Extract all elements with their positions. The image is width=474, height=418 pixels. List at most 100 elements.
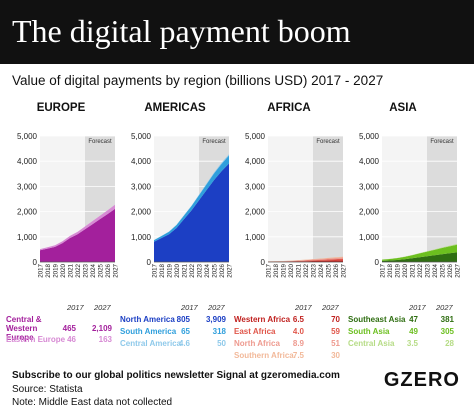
x-tick-label: 2022 [189, 263, 196, 277]
source-line: Source: Statista [12, 384, 83, 395]
region-title: EUROPE [36, 102, 86, 114]
legend-value-2017: 6.5 [292, 315, 304, 324]
x-tick-label: 2017 [152, 263, 159, 277]
legend-series-name: South Asia [348, 327, 390, 336]
y-tick-label: 2,000 [17, 208, 38, 217]
legend-row: Central & Western Europe 465 2,109 [6, 315, 116, 342]
legend-series-name: East Africa [234, 327, 276, 336]
legend-series-name: Southeast Asia [348, 315, 406, 324]
x-tick-label: 2024 [204, 263, 211, 277]
legend-series-name: Southern Africa [234, 351, 294, 360]
legend-value-2017: 47 [409, 315, 418, 324]
y-tick-label: 4,000 [245, 157, 266, 166]
legend-series-name: North America [120, 315, 175, 324]
legend-row: South Asia 49 305 [348, 327, 458, 339]
forecast-band [427, 136, 457, 262]
y-tick-label: 4,000 [131, 157, 152, 166]
x-tick-label: 2023 [425, 263, 432, 277]
forecast-label: Forecast [202, 139, 226, 145]
y-tick-label: 5,000 [17, 132, 38, 141]
area-series [154, 155, 229, 242]
y-tick-label: 2,000 [245, 208, 266, 217]
x-tick-label: 2026 [219, 263, 226, 277]
legend-value-2017: 3.5 [406, 339, 418, 348]
x-tick-label: 2019 [281, 263, 288, 277]
legend-value-2027: 3,909 [205, 315, 226, 324]
x-tick-label: 2023 [197, 263, 204, 277]
legend-value-2027: 305 [440, 327, 454, 336]
x-tick-label: 2027 [113, 263, 120, 277]
y-tick-label: 0 [261, 258, 266, 267]
legend-value-2017: 49 [409, 327, 418, 336]
legend-year-2017: 2017 [409, 303, 426, 312]
x-tick-label: 2023 [311, 263, 318, 277]
legend-series-name: Eastern Europe [6, 335, 66, 344]
legend-row: Eastern Europe 46 163 [6, 335, 116, 347]
subscribe-line: Subscribe to our global politics newslet… [12, 370, 340, 381]
area-series [382, 244, 457, 261]
x-tick-label: 2017 [266, 263, 273, 277]
legend-value-2017: 8.9 [292, 339, 304, 348]
panel-africa: AFRICA Forecast 0 1,000 2,000 3,000 4,000 5,00… [234, 96, 348, 396]
x-tick-label: 2017 [380, 263, 387, 277]
legend-row: East Africa 4.0 59 [234, 327, 344, 339]
legend-value-2017: 65 [181, 327, 190, 336]
legend-row: North America 805 3,909 [120, 315, 230, 327]
area-series [40, 208, 115, 262]
area-series [268, 260, 343, 262]
legend-row: Southern Africa 7.5 30 [234, 351, 344, 363]
legend-series-name: Central & Western Europe [6, 315, 42, 342]
x-tick-label: 2018 [159, 263, 166, 277]
area-series [268, 258, 343, 262]
y-tick-label: 3,000 [245, 182, 266, 191]
x-tick-label: 2027 [341, 263, 348, 277]
x-tick-label: 2021 [182, 263, 189, 277]
region-title: ASIA [389, 102, 417, 114]
legend-row: Central Asia 3.5 28 [348, 339, 458, 351]
x-tick-label: 2020 [60, 263, 67, 277]
y-tick-label: 1,000 [17, 233, 38, 242]
legend-row: Western Africa 6.5 70 [234, 315, 344, 327]
legend-value-2017: 4.0 [292, 327, 304, 336]
x-tick-label: 2026 [447, 263, 454, 277]
forecast-label: Forecast [316, 139, 340, 145]
x-tick-label: 2022 [75, 263, 82, 277]
chart-title: The digital payment boom [12, 13, 351, 49]
legend-value-2017: 805 [176, 315, 190, 324]
legend-value-2017: 465 [62, 324, 76, 333]
x-tick-label: 2021 [296, 263, 303, 277]
legend-value-2027: 381 [440, 315, 454, 324]
x-tick-label: 2020 [402, 263, 409, 277]
x-tick-label: 2025 [98, 263, 105, 277]
forecast-band [313, 136, 343, 262]
legend-value-2027: 2,109 [91, 324, 112, 333]
legend-series-name: South America [120, 327, 177, 336]
x-tick-label: 2021 [410, 263, 417, 277]
legend-value-2027: 70 [331, 315, 340, 324]
y-tick-label: 0 [375, 258, 380, 267]
x-tick-label: 2027 [455, 263, 462, 277]
legend-row: South America 65 318 [120, 327, 230, 339]
panel-asia: ASIA Forecast 0 1,000 2,000 3,000 4,000 5,000 2… [348, 96, 462, 396]
y-tick-label: 5,000 [245, 132, 266, 141]
x-tick-label: 2023 [83, 263, 90, 277]
legend-series-name: Central Asia [348, 339, 395, 348]
title-banner: The digital payment boom [0, 0, 474, 64]
legend-year-2017: 2017 [295, 303, 312, 312]
legend-year-2027: 2027 [436, 303, 453, 312]
legend-value-2027: 51 [331, 339, 340, 348]
x-tick-label: 2019 [395, 263, 402, 277]
legend-row: Southeast Asia 47 381 [348, 315, 458, 327]
x-tick-label: 2018 [387, 263, 394, 277]
legend-series-name: North Africa [234, 339, 280, 348]
x-tick-label: 2017 [38, 263, 45, 277]
y-tick-label: 1,000 [131, 233, 152, 242]
legend-series-name: Western Africa [234, 315, 291, 324]
y-tick-label: 5,000 [131, 132, 152, 141]
x-tick-label: 2027 [227, 263, 234, 277]
x-tick-label: 2024 [90, 263, 97, 277]
chart-subtitle: Value of digital payments by region (bil… [12, 73, 384, 88]
area-series [382, 252, 457, 262]
